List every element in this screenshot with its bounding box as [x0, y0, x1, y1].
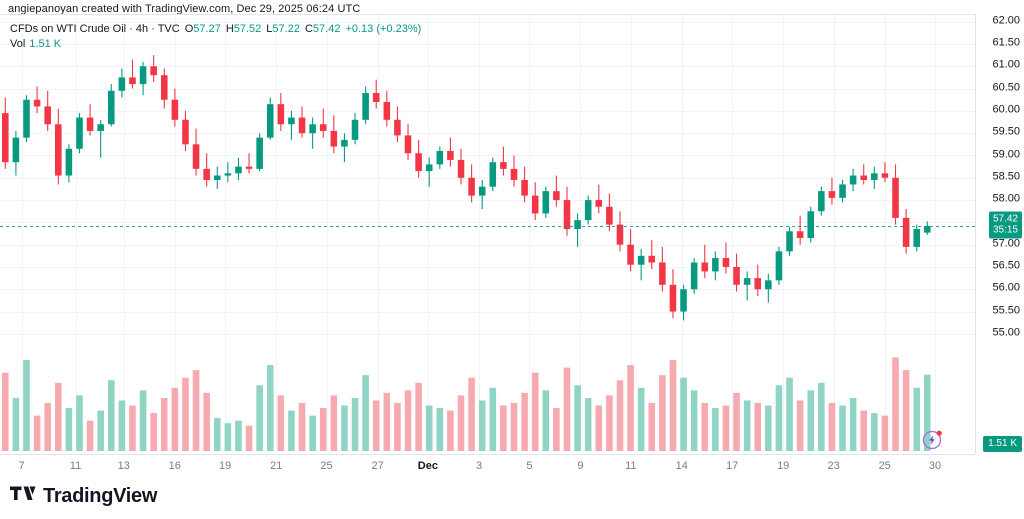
tradingview-branding: TradingView — [10, 485, 157, 507]
price-axis-tick: 59.50 — [992, 125, 1020, 138]
time-axis-tick: 27 — [371, 460, 384, 472]
candlestick-chart — [0, 15, 975, 451]
time-axis-tick: 25 — [878, 460, 891, 472]
lightning-bolt-icon[interactable] — [922, 429, 943, 450]
time-axis-tick: 7 — [18, 460, 25, 472]
price-axis-tick: 58.50 — [992, 170, 1020, 183]
price-axis-tick: 62.00 — [992, 14, 1020, 27]
time-axis-tick: 25 — [320, 460, 333, 472]
time-axis-tick: 3 — [475, 460, 483, 472]
current-price-value: 57.42 — [992, 213, 1018, 225]
price-axis-tick: 61.50 — [992, 36, 1020, 49]
time-axis-tick: 16 — [168, 460, 181, 472]
time-axis-tick: 30 — [928, 460, 942, 472]
attribution-text: angiepanoyan created with TradingView.co… — [8, 3, 361, 15]
price-axis-tick: 61.00 — [992, 58, 1020, 71]
price-axis-tick: 60.50 — [992, 81, 1020, 94]
time-axis-tick: 14 — [675, 460, 688, 472]
time-axis-tick: 21 — [270, 460, 283, 472]
time-axis-tick: 9 — [577, 460, 584, 472]
time-axis-tick: 19 — [777, 460, 790, 472]
time-axis-tick: 11 — [625, 460, 637, 472]
price-axis[interactable]: 62.00 61.50 61.00 60.50 60.00 59.50 59.00 58.50… — [975, 14, 1024, 454]
current-price-badge[interactable]: 57.42 35:15 — [988, 211, 1022, 239]
chart-pane[interactable] — [0, 14, 975, 454]
tradingview-logo-icon — [10, 485, 36, 507]
price-axis-tick: 60.00 — [992, 103, 1020, 116]
time-axis-tick: 5 — [526, 460, 533, 472]
bar-countdown: 35:15 — [992, 224, 1018, 236]
time-axis[interactable]: 7 11 13 16 19 21 25 27 Dec 3 5 9 11 14 17 19 23 25 30 — [0, 454, 975, 476]
time-axis-tick: 13 — [117, 460, 130, 472]
price-axis-tick: 58.00 — [992, 192, 1020, 205]
price-axis-tick: 55.50 — [992, 304, 1020, 317]
time-axis-tick: 19 — [218, 460, 232, 472]
tradingview-logo-text: TradingView — [43, 485, 158, 507]
time-axis-tick: Dec — [417, 460, 438, 472]
time-axis-tick: 17 — [726, 460, 739, 472]
price-axis-tick: 59.00 — [992, 148, 1020, 160]
volume-badge[interactable]: 1.51 K — [983, 436, 1022, 452]
time-axis-tick: 11 — [69, 460, 82, 472]
price-axis-tick: 56.50 — [992, 259, 1020, 272]
price-axis-tick: 55.00 — [992, 326, 1020, 339]
price-axis-tick: 56.00 — [992, 281, 1020, 294]
price-axis-tick: 57.00 — [992, 237, 1020, 250]
time-axis-tick: 23 — [827, 460, 840, 472]
